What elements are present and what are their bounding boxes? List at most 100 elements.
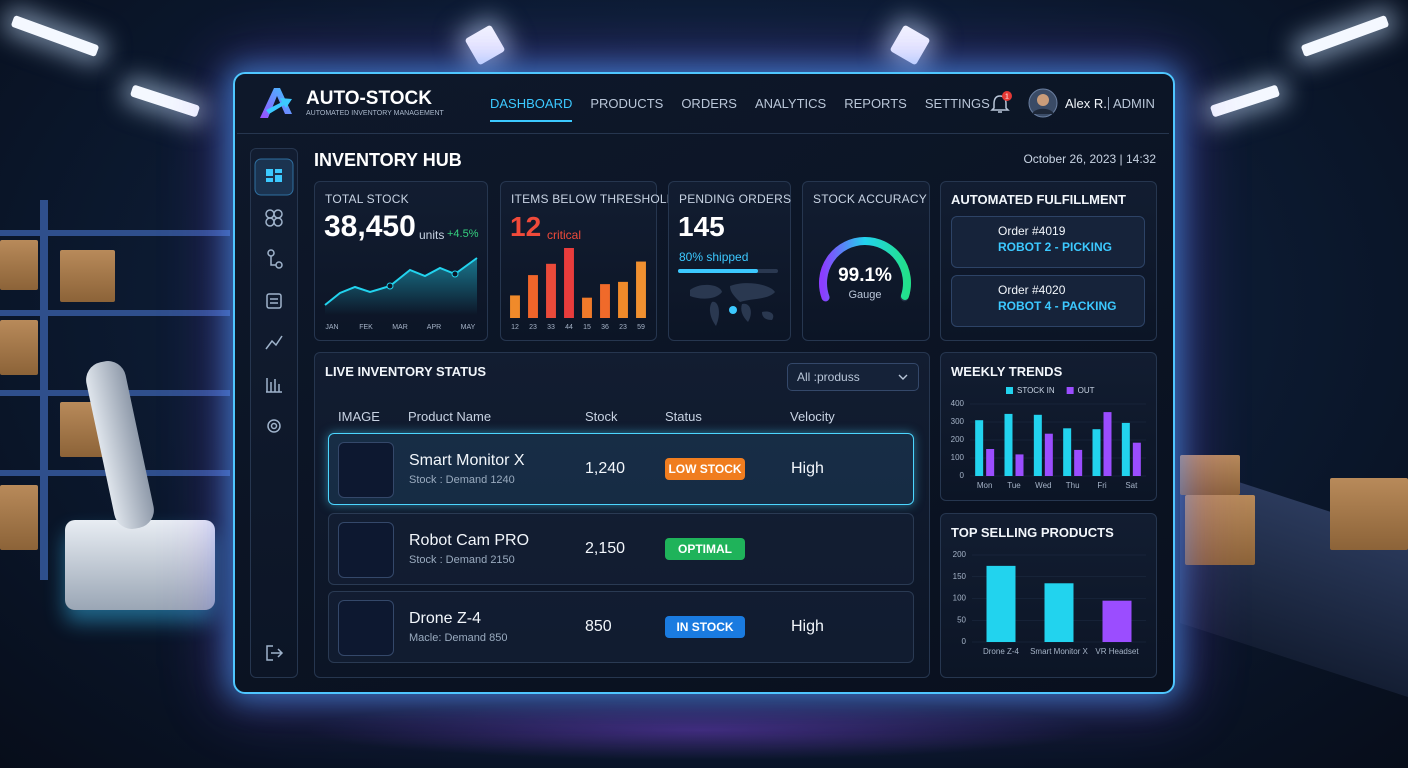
product-name: Robot Cam PRO: [409, 532, 530, 549]
bar: [1092, 429, 1101, 476]
shelf: [0, 230, 230, 236]
total-stock-change: +4.5%: [447, 228, 479, 240]
bar: [986, 449, 995, 476]
avatar-body: [1032, 108, 1054, 114]
bar: [1033, 414, 1042, 476]
nav-item[interactable]: REPORTS: [844, 96, 907, 111]
y-tick-label: 400: [951, 399, 965, 408]
settings-icon[interactable]: [267, 419, 281, 433]
card-title: AUTOMATED FULFILLMENT: [951, 192, 1126, 207]
shelf: [0, 310, 230, 316]
sparkline-marker: [386, 282, 394, 290]
legend-label: STOCK IN: [1017, 386, 1055, 395]
crate: [0, 240, 38, 290]
accuracy-card: [802, 181, 930, 341]
product-stock: 850: [585, 618, 612, 635]
y-tick-label: 0: [962, 637, 967, 646]
analytics-icon[interactable]: [265, 335, 283, 350]
bar: [564, 248, 574, 318]
main-nav: DASHBOARD PRODUCTS ORDERS ANALYTICS REPORTS S…: [490, 96, 990, 122]
nav-item[interactable]: SETTINGS: [924, 96, 990, 111]
bar: [600, 284, 610, 318]
nav-item[interactable]: ANALYTICS: [754, 96, 827, 111]
inventory-row[interactable]: Smart Monitor X Stock : Demand 1240 1,240 L…: [328, 433, 914, 505]
bar: [582, 297, 592, 318]
column-header: IMAGE: [338, 409, 380, 424]
order-card[interactable]: Order #4019 ROBOT 2 - PICKING: [951, 216, 1145, 268]
sidebar-active: [254, 158, 294, 196]
column-header: Status: [665, 409, 702, 424]
bar: [1132, 442, 1141, 476]
progress-fill: [678, 269, 758, 273]
orders-icon[interactable]: [267, 249, 283, 269]
crate: [0, 320, 38, 375]
world-map: [690, 283, 775, 326]
bar: [1074, 449, 1083, 476]
bar: [1063, 428, 1072, 476]
x-tick-label: FEK: [359, 324, 373, 331]
crate: [60, 250, 115, 302]
charts-icon[interactable]: [266, 378, 282, 393]
nav-item[interactable]: PRODUCTS: [590, 96, 664, 111]
sparkline: [324, 257, 478, 306]
dashboard-icon[interactable]: [266, 169, 282, 182]
sparkline-area: [325, 258, 477, 315]
avatar-face: [1037, 94, 1049, 106]
threshold-card: [500, 181, 657, 341]
map-pin: [729, 306, 737, 314]
logo-arrow: [266, 98, 292, 114]
y-tick-label: 100: [951, 453, 965, 462]
x-tick-label: MAY: [461, 324, 476, 331]
column-header: Stock: [585, 409, 618, 424]
x-tick-label: 36: [601, 324, 609, 331]
x-tick-label: 23: [619, 324, 627, 331]
notification-dot: [1002, 91, 1012, 101]
product-name: Smart Monitor X: [409, 452, 525, 469]
y-tick-label: 0: [960, 471, 965, 480]
crate: [1180, 455, 1240, 495]
order-card[interactable]: Order #4020 ROBOT 4 - PACKING: [951, 275, 1145, 327]
notification-bell[interactable]: 1: [990, 90, 1014, 116]
nav-item[interactable]: DASHBOARD: [490, 96, 573, 122]
avatar[interactable]: [1028, 88, 1058, 118]
threshold-note: critical: [547, 228, 582, 242]
sidebar: [250, 148, 298, 678]
filter-value: All :produss: [797, 370, 860, 384]
bar: [1044, 583, 1074, 642]
shipped-label: 80% shipped: [679, 250, 749, 264]
y-tick-label: 100: [953, 594, 967, 603]
order-name: Order #4020: [998, 283, 1066, 297]
bar: [1102, 600, 1132, 642]
reports-icon[interactable]: [266, 293, 282, 309]
status-badge: IN STOCK: [665, 616, 745, 638]
robot-base: [65, 520, 215, 610]
crate: [1330, 478, 1408, 550]
page-title: INVENTORY HUB: [314, 150, 462, 170]
product-name: Drone Z-4: [409, 610, 482, 627]
card-label: PENDING ORDERS: [679, 192, 792, 206]
x-tick-label: Tue: [1007, 481, 1021, 490]
threshold-value: 12: [510, 211, 542, 242]
inventory-row[interactable]: Robot Cam PRO Stock : Demand 2150 2,150 OPT…: [328, 513, 914, 585]
bar: [510, 295, 520, 318]
products-icon[interactable]: [265, 209, 283, 227]
bar: [975, 420, 984, 476]
bar: [1044, 433, 1053, 476]
gauge-arc: [819, 237, 911, 302]
card-title: WEEKLY TRENDS: [951, 364, 1063, 379]
product-image: [338, 600, 394, 656]
separator: [1108, 97, 1109, 110]
filter-dropdown[interactable]: All :produss: [787, 363, 919, 391]
x-tick-label: Fri: [1097, 481, 1107, 490]
inventory-row[interactable]: Drone Z-4 Macle: Demand 850 850 IN STOCK Hig…: [328, 591, 914, 663]
product-detail: Stock : Demand 1240: [409, 474, 515, 486]
bar: [636, 261, 646, 318]
nav-item[interactable]: ORDERS: [681, 96, 737, 111]
x-tick-label: VR Headset: [1095, 647, 1139, 656]
product-stock: 1,240: [585, 460, 626, 477]
logout-icon[interactable]: [266, 645, 284, 661]
y-tick-label: 200: [951, 435, 965, 444]
